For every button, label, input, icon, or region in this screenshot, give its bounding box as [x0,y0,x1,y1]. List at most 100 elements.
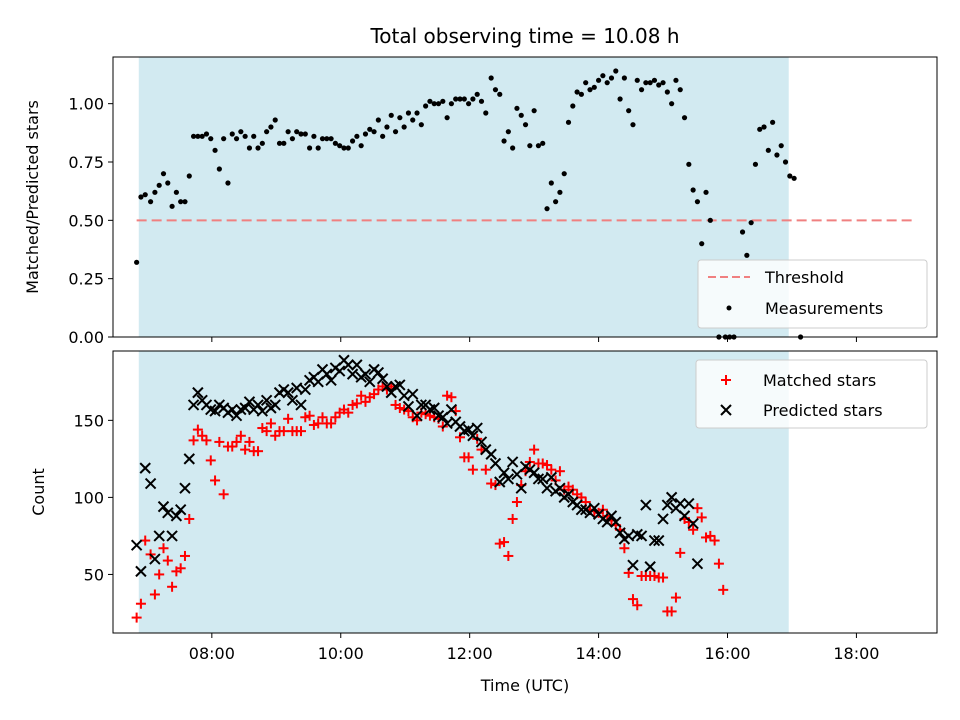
legend-plus-marker [721,375,731,385]
matched-star-point [210,475,221,486]
measurement-point [478,98,485,104]
predicted-star-point [149,553,161,565]
measurement-point [341,145,347,151]
measurement-point [470,96,476,102]
measurement-point [638,87,645,93]
matched-star-point [135,598,146,609]
measurement-point [782,159,789,165]
predicted-star-point [299,383,312,396]
predicted-star-point [467,430,479,442]
matched-star-point [463,452,474,463]
legend-predicted-swatch [720,404,732,416]
measurement-point [337,143,343,149]
measurement-point [574,89,580,95]
measurement-point [561,171,567,177]
matched-star-point [154,569,165,580]
matched-star-point [670,592,681,603]
measurement-point [401,124,407,130]
predicted-star-point [295,399,307,411]
measurement-point [787,173,793,179]
predicted-star-point [498,467,510,479]
measurement-point [664,89,670,95]
matched-star-point [131,612,142,623]
predicted-star-point [402,400,415,413]
predicted-star-point [475,436,488,448]
measurement-point [272,117,278,123]
measurement-point [142,192,148,198]
predicted-star-point [515,482,527,494]
matched-star-point [244,436,255,447]
measurement-point [613,68,619,74]
measurement-point [765,147,771,153]
measurement-point [306,145,313,151]
measurement-point [505,129,511,135]
measurement-point [744,252,750,258]
matched-star-point [240,444,251,455]
ratio-panel: 0.00 0.25 0.50 0.75 1.00 Total observing tim… [23,24,938,347]
measurement-point [774,152,780,158]
measurement-point [375,117,381,123]
measurement-point [388,112,394,118]
predicted-star-point [622,530,635,542]
predicted-star-point [691,557,704,570]
predicted-star-point [489,457,502,470]
y-axis-ticks: 0.00 0.25 0.50 0.75 1.00 [68,95,113,347]
measurement-point [660,80,666,86]
predicted-star-point [588,502,601,514]
measurement-point [384,124,390,130]
measurement-point [608,75,615,81]
y-tick-label: 0.25 [68,270,104,289]
predicted-star-point [239,402,251,414]
matched-star-point [713,558,724,569]
matched-star-point [218,489,229,500]
measurement-point [570,103,576,109]
predicted-star-point [376,373,389,385]
matched-star-point [253,446,264,457]
measurement-point [294,129,300,135]
matched-star-point [283,413,294,424]
measurement-point [152,189,158,195]
matched-star-point [499,537,510,548]
measurement-point [358,143,364,149]
matched-star-point [511,497,522,508]
legend-label-predicted: Predicted stars [763,401,883,420]
measurement-point [148,199,154,205]
predicted-star-point [554,482,566,494]
matched-star-point [317,412,328,423]
measurement-point [255,145,261,151]
measurement-point [221,136,227,142]
legend-box [697,259,928,329]
predicted-star-point [471,422,483,434]
measurement-point [212,147,218,153]
measurement-point [694,199,701,205]
measurement-point [311,133,317,139]
legend: Threshold Measurements [697,259,928,329]
legend: Matched stars Predicted stars [695,359,928,429]
matched-star-point [149,589,160,600]
predicted-star-point [139,462,151,474]
x-tick-label: 18:00 [833,644,879,663]
measurement-point [565,119,572,125]
predicted-star-point [506,456,519,468]
measurement-point [604,80,610,86]
matched-star-point [356,390,367,401]
measurement-point [238,129,244,135]
measurement-point [414,110,420,116]
predicted-star-point [226,403,238,416]
matched-star-point [188,435,199,446]
predicted-star-point [532,473,545,485]
matched-star-point [343,407,354,418]
predicted-star-point [674,497,686,510]
x-tick-label: 12:00 [447,644,493,663]
measurement-point [453,96,459,102]
predicted-star-point [441,417,453,430]
matched-star-point [326,418,337,429]
predicted-star-point [252,399,264,411]
measurement-point [134,259,140,265]
matched-star-point [175,563,186,574]
x-tick-label: 16:00 [704,644,750,663]
measurement-point [699,241,705,247]
measurement-point [557,189,563,195]
predicted-star-point [174,504,187,516]
matched-star-point [546,464,557,475]
